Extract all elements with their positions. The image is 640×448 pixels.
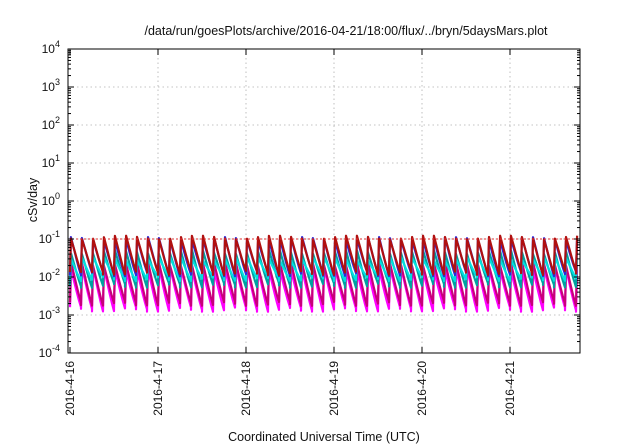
chart-title: /data/run/goesPlots/archive/2016-04-21/1… bbox=[144, 24, 548, 38]
y-tick-label: 10-2 bbox=[39, 267, 60, 284]
y-axis-label: cSv/day bbox=[26, 177, 40, 222]
x-tick-label: 2016-4-16 bbox=[63, 361, 77, 416]
y-tick-label: 10-3 bbox=[39, 305, 60, 322]
y-tick-label: 10-4 bbox=[39, 343, 60, 360]
y-tick-label: 103 bbox=[42, 77, 60, 94]
x-tick-label: 2016-4-21 bbox=[503, 361, 517, 416]
data-series bbox=[68, 234, 579, 313]
y-tick-label: 102 bbox=[42, 115, 60, 132]
x-tick-label: 2016-4-17 bbox=[151, 361, 165, 416]
series-line bbox=[68, 234, 579, 276]
y-tick-label: 10-1 bbox=[39, 229, 60, 246]
axis-ticks: 10-4 10-3 10-2 10-1 100 101 102 103 104 2016-4-16… bbox=[39, 39, 580, 416]
y-tick-label: 100 bbox=[42, 191, 60, 208]
y-tick-label: 104 bbox=[42, 39, 60, 56]
x-tick-label: 2016-4-19 bbox=[327, 361, 341, 416]
x-tick-label: 2016-4-18 bbox=[239, 361, 253, 416]
x-tick-label: 2016-4-20 bbox=[415, 361, 429, 416]
y-tick-label: 101 bbox=[42, 153, 60, 170]
x-axis-label: Coordinated Universal Time (UTC) bbox=[228, 430, 420, 444]
